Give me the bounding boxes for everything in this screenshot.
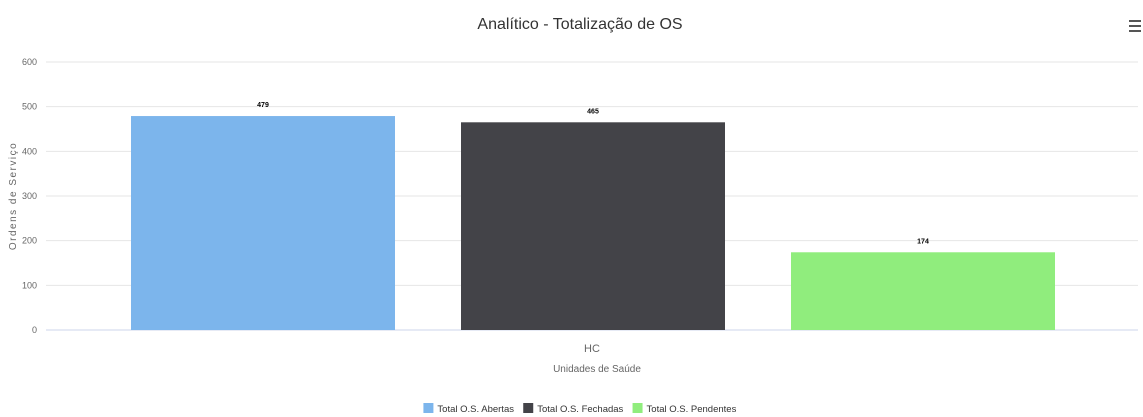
x-tick-label: HC bbox=[584, 343, 600, 355]
legend-label: Total O.S. Fechadas bbox=[537, 404, 623, 415]
y-tick-label: 500 bbox=[22, 102, 37, 112]
hamburger-menu-icon[interactable] bbox=[1129, 20, 1141, 34]
y-tick-label: 400 bbox=[22, 146, 37, 156]
legend-swatch bbox=[632, 403, 643, 413]
y-axis-ticks: 0 100 200 300 400 500 600 bbox=[22, 57, 37, 335]
x-axis-title: Unidades de Saúde bbox=[553, 364, 641, 375]
legend-item[interactable]: Total O.S. Pendentes bbox=[632, 403, 737, 415]
y-tick-label: 0 bbox=[32, 325, 37, 335]
legend-label: Total O.S. Abertas bbox=[437, 404, 514, 415]
y-tick-label: 300 bbox=[22, 191, 37, 201]
y-tick-label: 100 bbox=[22, 280, 37, 290]
legend[interactable]: Total O.S. Abertas Total O.S. Fechadas Tot… bbox=[423, 403, 737, 415]
x-axis-ticks: HC bbox=[584, 343, 600, 355]
legend-swatch bbox=[523, 403, 534, 413]
data-label: 479 bbox=[257, 102, 269, 109]
legend-item[interactable]: Total O.S. Fechadas bbox=[523, 403, 624, 415]
chart-title: Analítico - Totalização de OS bbox=[477, 16, 682, 33]
data-label: 465 bbox=[587, 108, 599, 115]
y-tick-label: 200 bbox=[22, 236, 37, 246]
bars-group: 479 465 174 bbox=[131, 102, 1055, 331]
legend-label: Total O.S. Pendentes bbox=[647, 404, 737, 415]
data-label: 174 bbox=[917, 238, 929, 245]
y-axis-title: Ordens de Serviço bbox=[8, 142, 19, 250]
y-tick-label: 600 bbox=[22, 57, 37, 67]
bar-total-o-s-pendentes[interactable] bbox=[791, 252, 1055, 330]
bar-total-o-s-abertas[interactable] bbox=[131, 116, 395, 331]
bar-total-o-s-fechadas[interactable] bbox=[461, 122, 725, 330]
legend-item[interactable]: Total O.S. Abertas bbox=[423, 403, 514, 415]
legend-swatch bbox=[423, 403, 434, 413]
